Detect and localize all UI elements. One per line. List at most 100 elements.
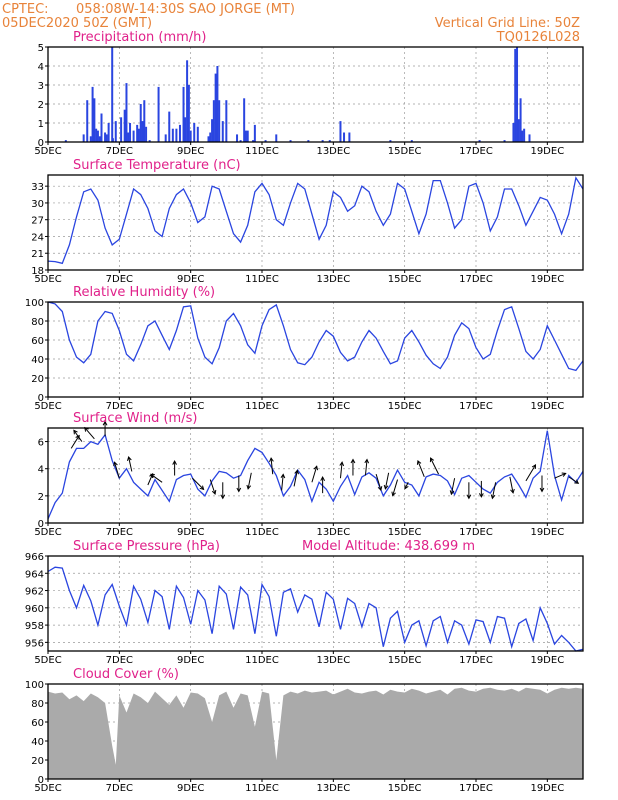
precip-xtick-label: 15DEC bbox=[388, 146, 422, 157]
wind-vector-shaft bbox=[84, 427, 95, 440]
wind-vector-head bbox=[172, 460, 177, 465]
precip-bar bbox=[478, 140, 481, 142]
rh-ytick-label: 100 bbox=[25, 298, 44, 309]
pressure-xtick-label: 17DEC bbox=[459, 655, 493, 666]
wind-vector-shaft bbox=[375, 473, 382, 491]
temp-ytick-label: 27 bbox=[31, 216, 44, 227]
wind-vector-head bbox=[269, 457, 274, 462]
wind-vector-shaft bbox=[339, 462, 343, 479]
pressure-line bbox=[47, 566, 584, 652]
precip-bar bbox=[127, 132, 130, 142]
wind-xtick-label: 5DEC bbox=[34, 527, 61, 538]
precip-bar bbox=[216, 66, 219, 142]
pressure-xtick-label: 15DEC bbox=[388, 655, 422, 666]
wind-xtick-label: 11DEC bbox=[245, 527, 279, 538]
cloud-area bbox=[48, 687, 583, 779]
wind-vector bbox=[113, 461, 120, 479]
wind-vector-head bbox=[246, 484, 252, 490]
wind-vector-head bbox=[561, 472, 567, 477]
precip-bar bbox=[95, 128, 98, 142]
precip-bars bbox=[64, 47, 531, 142]
precip-bar bbox=[289, 140, 292, 142]
wind-vector-head bbox=[539, 487, 545, 493]
wind-vector-shaft bbox=[128, 456, 133, 472]
wind-vector bbox=[209, 479, 217, 496]
wind-grid bbox=[47, 428, 583, 524]
precip-bar bbox=[275, 134, 278, 142]
precip-bar bbox=[129, 123, 132, 142]
cloud-ytick-label: 100 bbox=[25, 680, 44, 691]
pressure-ytick-label: 966 bbox=[25, 552, 44, 563]
wind-vector-head bbox=[478, 493, 484, 498]
wind-vector-shaft bbox=[293, 470, 298, 487]
wind-vector-shaft bbox=[114, 462, 120, 479]
precip-bar bbox=[519, 98, 522, 142]
precip-bar bbox=[98, 136, 101, 142]
wind-vector bbox=[509, 476, 515, 494]
temp-xtick-label: 19DEC bbox=[530, 274, 564, 285]
rh-line bbox=[47, 301, 584, 372]
precip-bar bbox=[523, 128, 526, 142]
precip-bar bbox=[104, 132, 107, 142]
pressure-ytick-label: 958 bbox=[25, 621, 44, 632]
wind-vector-head bbox=[127, 455, 132, 462]
precip-xtick-label: 7DEC bbox=[106, 146, 133, 157]
pressure-xtick-label: 7DEC bbox=[106, 655, 133, 666]
wind-vector-shaft bbox=[404, 482, 409, 489]
wind-vector bbox=[246, 472, 252, 490]
wind-vector bbox=[375, 473, 383, 492]
precip-grid bbox=[47, 46, 583, 143]
temp-ytick-label: 21 bbox=[31, 249, 44, 260]
wind-vector-head bbox=[510, 488, 515, 494]
header: CPTEC: 058:08W-14:30S SAO JORGE (MT) 05D… bbox=[2, 2, 580, 45]
header-vertical-grid-line: Vertical Grid Line: 50Z bbox=[435, 16, 580, 31]
cloud-xtick-label: 5DEC bbox=[34, 783, 61, 794]
wind-vector-shaft bbox=[392, 479, 399, 496]
cloud-ytick-label: 60 bbox=[31, 718, 44, 729]
header-run-date: 05DEC2020 50Z (GMT) bbox=[2, 16, 152, 31]
rh-xtick-label: 15DEC bbox=[388, 401, 422, 412]
precip-bar bbox=[410, 140, 413, 142]
precip-bar bbox=[132, 130, 135, 142]
precip-bar bbox=[514, 48, 517, 142]
temp-xtick-label: 5DEC bbox=[34, 274, 61, 285]
wind-vector bbox=[364, 458, 370, 476]
precip-bar bbox=[348, 132, 351, 142]
wind-vector bbox=[568, 476, 580, 484]
precip-bar bbox=[143, 100, 146, 142]
precip-bar bbox=[243, 98, 246, 142]
wind-vector-head bbox=[211, 489, 217, 496]
wind-xtick-label: 19DEC bbox=[530, 527, 564, 538]
wind-vector bbox=[404, 482, 409, 490]
pressure-title: Surface Pressure (hPa) bbox=[73, 539, 220, 554]
precip-bar bbox=[120, 117, 123, 142]
wind-vector-head bbox=[102, 420, 108, 426]
pressure-ytick-label: 962 bbox=[25, 587, 44, 598]
wind-vector bbox=[490, 482, 497, 500]
wind-vector bbox=[293, 469, 299, 487]
precip-ytick-label: 0 bbox=[38, 138, 44, 149]
pressure-ytick-label: 964 bbox=[25, 569, 44, 580]
wind-vector bbox=[102, 420, 108, 437]
cloud-frame bbox=[47, 683, 584, 780]
precip-bar bbox=[157, 86, 160, 142]
wind-ytick-label: 2 bbox=[38, 492, 44, 503]
rh-xtick-label: 11DEC bbox=[245, 401, 279, 412]
wind-vector-head bbox=[150, 473, 155, 479]
rh-ytick-label: 40 bbox=[31, 355, 44, 366]
wind-vector bbox=[416, 459, 425, 478]
wind-vector bbox=[220, 482, 226, 500]
wind-xtick-label: 17DEC bbox=[459, 527, 493, 538]
cloud-xtick-label: 9DEC bbox=[177, 783, 204, 794]
rh-xtick-label: 5DEC bbox=[34, 401, 61, 412]
rh-frame bbox=[47, 301, 584, 398]
header-code: TQ0126L028 bbox=[496, 30, 580, 45]
wind-vector-head bbox=[416, 459, 422, 465]
wind-vector bbox=[269, 457, 274, 475]
wind-vector-shaft bbox=[364, 459, 368, 476]
wind-vector-head bbox=[404, 484, 409, 490]
precip-bar bbox=[207, 136, 210, 142]
wind-vector-head bbox=[466, 494, 472, 500]
precip-bar bbox=[141, 121, 144, 142]
wind-vector bbox=[350, 458, 356, 476]
